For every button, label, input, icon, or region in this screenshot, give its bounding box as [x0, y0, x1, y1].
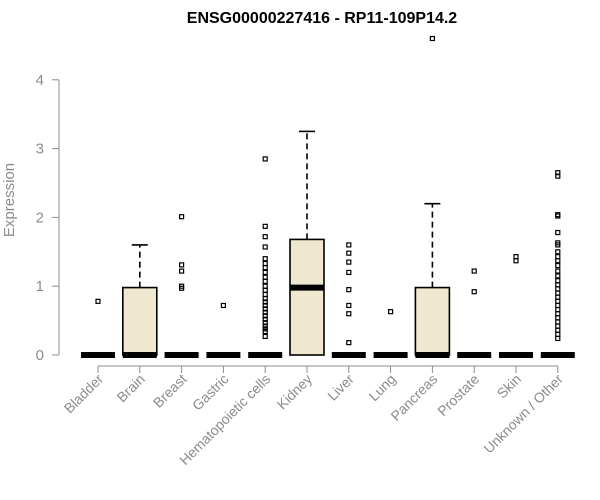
box-group: [164, 214, 199, 358]
outlier-point: [555, 327, 561, 333]
outlier-point: [346, 302, 352, 309]
x-tick-label: Unknown / Other: [480, 371, 566, 457]
x-tick-label: Skin: [494, 371, 525, 402]
outlier-point: [179, 262, 185, 268]
outlier-point: [555, 311, 561, 317]
outlier-point: [555, 286, 561, 292]
outlier-point: [220, 302, 226, 309]
y-tick-label: 1: [36, 278, 44, 295]
outlier-point: [555, 242, 561, 248]
outlier-point: [555, 331, 561, 337]
outlier-point: [262, 323, 268, 329]
outlier-point: [262, 244, 268, 250]
outlier-point: [555, 323, 561, 329]
outlier-point: [179, 285, 185, 291]
x-tick-label: Kidney: [274, 371, 316, 413]
outlier-point: [555, 290, 561, 296]
outlier-point: [262, 291, 268, 298]
box-group: [206, 302, 241, 358]
outlier-point: [262, 156, 268, 162]
outlier-point: [179, 214, 185, 220]
outlier-point: [262, 333, 268, 340]
outlier-point: [555, 282, 561, 288]
outlier-point: [346, 287, 352, 293]
x-tick-label: Brain: [113, 371, 147, 405]
outlier-point: [555, 335, 561, 342]
outlier-point: [262, 274, 268, 280]
outlier-point: [555, 302, 561, 309]
x-tick-label: Liver: [324, 371, 357, 404]
box-group: [414, 35, 451, 358]
box-iqr: [414, 286, 451, 356]
box-group: [457, 268, 492, 358]
x-tick-label: Bladder: [61, 371, 107, 417]
outlier-point: [555, 213, 561, 219]
box-group: [289, 130, 325, 356]
outlier-point: [555, 173, 561, 179]
outlier-point: [262, 326, 268, 332]
y-tick-label: 3: [36, 141, 44, 158]
outlier-point: [262, 329, 268, 335]
outlier-point: [555, 306, 561, 313]
outlier-point: [513, 258, 519, 264]
outlier-point: [471, 289, 477, 295]
outlier-point: [346, 259, 352, 265]
outlier-point: [471, 268, 477, 274]
outlier-point: [179, 268, 185, 274]
outlier-point: [262, 283, 268, 289]
box-group: [331, 242, 366, 358]
outlier-point: [262, 256, 268, 262]
outlier-point: [262, 269, 268, 276]
box-iqr: [289, 238, 325, 356]
outlier-point: [555, 319, 561, 325]
outlier-point: [555, 273, 561, 279]
box-group: [248, 156, 283, 358]
outlier-point: [555, 249, 561, 255]
outlier-point: [555, 268, 561, 274]
box-group: [122, 244, 158, 358]
x-tick-label: Lung: [365, 371, 398, 404]
box-iqr: [122, 286, 158, 356]
outlier-point: [555, 315, 561, 321]
outlier-point: [262, 260, 268, 267]
outlier-point: [346, 340, 352, 346]
y-tick-label: 4: [36, 72, 44, 89]
outlier-point: [555, 278, 561, 284]
outlier-point: [262, 234, 268, 240]
outlier-point: [555, 254, 561, 260]
y-tick-label: 2: [36, 209, 44, 226]
outlier-point: [262, 287, 268, 293]
x-tick-label: Breast: [150, 371, 190, 411]
y-tick-label: 0: [36, 347, 44, 364]
outlier-point: [262, 278, 268, 284]
outlier-point: [346, 311, 352, 317]
outlier-point: [513, 254, 519, 260]
outlier-point: [388, 309, 394, 315]
box-group: [81, 298, 115, 358]
outlier-point: [555, 294, 561, 300]
outlier-point: [555, 262, 561, 269]
y-axis: 0 1 2 3 4: [36, 72, 60, 364]
box-group: [373, 309, 408, 358]
outlier-point: [346, 250, 352, 256]
outlier-point: [429, 35, 435, 42]
box-group: [499, 254, 533, 358]
outlier-point: [262, 265, 268, 271]
x-tick-label: Prostate: [434, 371, 482, 419]
y-axis-label: Expression: [1, 163, 18, 237]
outlier-point: [346, 242, 352, 248]
outlier-point: [555, 298, 561, 304]
outlier-point: [555, 258, 561, 264]
outlier-point: [262, 223, 268, 229]
box-group: [540, 170, 575, 358]
outlier-point: [346, 269, 352, 276]
chart-title: ENSG00000227416 - RP11-109P14.2: [187, 10, 458, 27]
outlier-point: [555, 229, 561, 236]
outlier-point: [95, 298, 101, 304]
boxes: [81, 35, 575, 358]
